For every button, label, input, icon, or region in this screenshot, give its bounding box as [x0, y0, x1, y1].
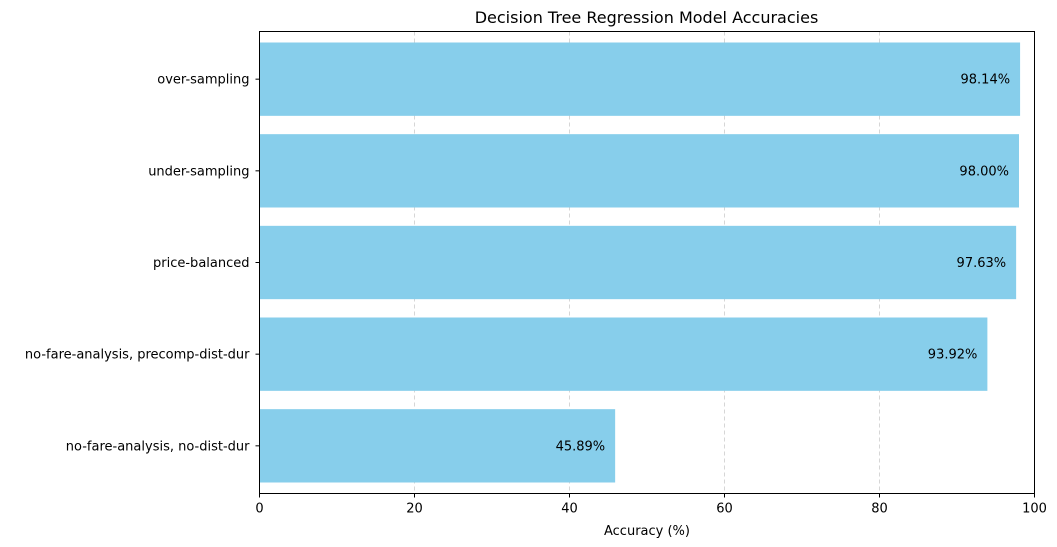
y-tick-label: no-fare-analysis, precomp-dist-dur	[25, 348, 250, 363]
bar	[259, 225, 1017, 300]
x-tick-label: 40	[561, 502, 578, 517]
y-tick-label: over-sampling	[157, 73, 249, 88]
bar	[259, 409, 616, 483]
bar	[259, 134, 1019, 208]
x-tick-label: 20	[406, 502, 423, 517]
x-axis-label: Accuracy (%)	[604, 524, 690, 539]
y-axis-ticks: no-fare-analysis, no-dist-dur no-fare-ana…	[25, 73, 260, 454]
bar-value-label: 98.14%	[961, 73, 1011, 88]
value-labels: 45.89% 93.92% 97.63% 98.00% 98.14%	[556, 73, 1011, 455]
x-tick-label: 80	[871, 502, 888, 517]
x-tick-label: 100	[1022, 502, 1047, 517]
y-tick-label: price-balanced	[153, 256, 249, 271]
bars	[259, 42, 1021, 483]
bar-value-label: 98.00%	[959, 164, 1009, 179]
y-tick-label: under-sampling	[148, 164, 249, 179]
y-tick-label: no-fare-analysis, no-dist-dur	[66, 439, 250, 454]
bar-value-label: 97.63%	[957, 256, 1007, 271]
x-tick-label: 0	[255, 502, 263, 517]
bar-value-label: 45.89%	[556, 439, 606, 454]
x-axis-ticks: 0 20 40 60 80 100	[255, 493, 1047, 517]
chart-title: Decision Tree Regression Model Accuracie…	[475, 8, 819, 27]
x-tick-label: 60	[716, 502, 733, 517]
bar	[259, 42, 1021, 116]
bar-value-label: 93.92%	[928, 348, 978, 363]
bar	[259, 317, 988, 391]
